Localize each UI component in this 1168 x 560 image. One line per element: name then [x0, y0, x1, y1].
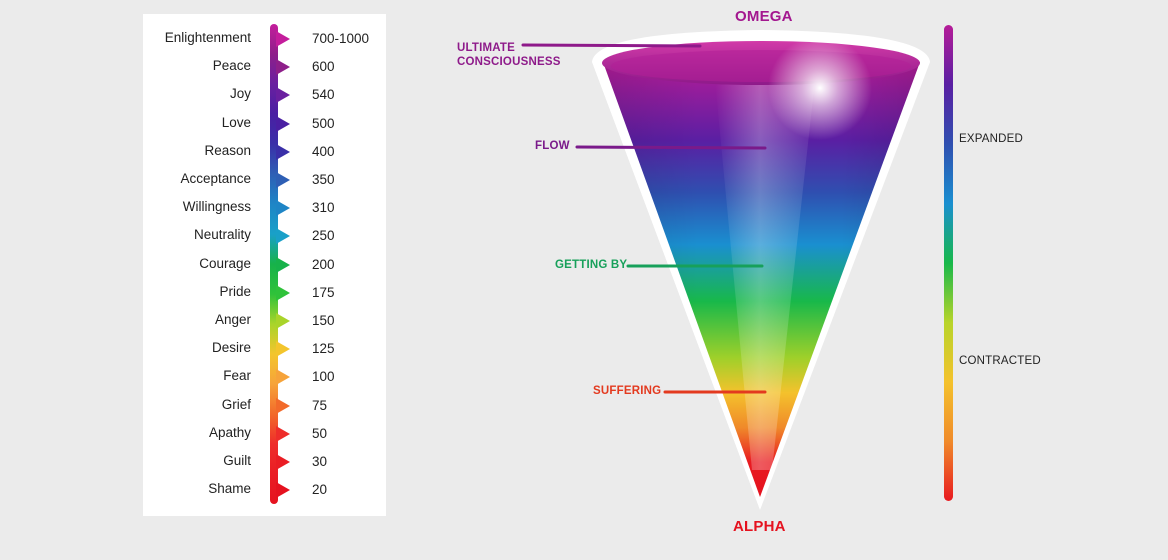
level-flag-marker	[276, 482, 290, 499]
level-value: 175	[312, 284, 335, 300]
expanded-label: EXPANDED	[959, 133, 1024, 145]
level-row: Apathy 50	[143, 423, 386, 445]
flow-label: FLOW	[535, 140, 570, 152]
level-value: 150	[312, 313, 335, 328]
level-flag-marker	[276, 313, 290, 329]
level-row: Enlightenment 700-1000	[143, 28, 386, 50]
level-flag-marker	[276, 172, 290, 188]
level-value: 125	[312, 341, 335, 357]
level-value: 30	[312, 454, 328, 469]
level-flag-marker	[276, 256, 290, 273]
level-name: Pride	[219, 283, 251, 299]
level-name: Willingness	[182, 199, 251, 215]
level-name: Enlightenment	[164, 30, 251, 45]
level-row: Joy 540	[143, 84, 386, 106]
level-name: Neutrality	[193, 227, 251, 243]
suffering-label: SUFFERING	[593, 385, 662, 397]
level-row: Shame 20	[143, 479, 386, 501]
level-flag-marker	[276, 228, 290, 245]
level-flag-marker	[276, 31, 290, 47]
level-value: 310	[312, 200, 335, 216]
level-flag-marker	[276, 115, 290, 132]
cone-shine	[715, 80, 815, 470]
level-value: 600	[312, 59, 335, 75]
level-name: Reason	[204, 142, 251, 158]
cone-glow	[768, 36, 872, 140]
level-name: Love	[221, 114, 251, 130]
level-name: Fear	[223, 368, 251, 384]
ultimate-line1: ULTIMATE	[457, 42, 516, 54]
level-row: Guilt 30	[143, 451, 386, 473]
level-value: 250	[312, 228, 335, 244]
scale-color-bar	[270, 24, 278, 504]
level-value: 20	[312, 482, 328, 498]
level-name: Guilt	[223, 453, 251, 468]
level-row: Grief 75	[143, 395, 386, 417]
level-flag-marker	[276, 454, 290, 470]
level-row: Acceptance 350	[143, 169, 386, 191]
level-value: 700-1000	[312, 31, 370, 46]
level-row: Pride 175	[143, 282, 386, 304]
level-value: 400	[312, 143, 335, 159]
ultimate-line2: CONSCIOUSNESS	[457, 56, 561, 68]
level-row: Peace 600	[143, 56, 386, 78]
level-value: 500	[312, 115, 335, 131]
level-flag-marker	[276, 87, 290, 104]
level-value: 200	[312, 256, 335, 272]
level-row: Desire 125	[143, 338, 386, 360]
level-name: Grief	[221, 396, 251, 412]
level-row: Reason 400	[143, 141, 386, 163]
level-value: 540	[312, 87, 335, 103]
level-name: Joy	[229, 86, 251, 102]
level-row: Neutrality 250	[143, 225, 386, 247]
ultimate-pointer	[521, 43, 702, 48]
level-row: Fear 100	[143, 366, 386, 388]
level-name: Apathy	[208, 424, 251, 440]
level-row: Courage 200	[143, 254, 386, 276]
alpha-label: ALPHA	[733, 518, 786, 535]
level-name: Shame	[208, 481, 251, 497]
level-value: 75	[312, 397, 328, 413]
level-value: 350	[312, 172, 335, 187]
level-flag-marker	[276, 200, 290, 217]
expansion-scale-bar	[944, 25, 953, 501]
level-flag-marker	[276, 59, 290, 76]
contracted-label: CONTRACTED	[959, 355, 1041, 367]
level-name: Courage	[199, 255, 251, 271]
level-row: Love 500	[143, 113, 386, 135]
level-flag-marker	[276, 143, 290, 160]
omega-label: OMEGA	[735, 8, 793, 25]
level-value: 100	[312, 369, 335, 385]
level-flag-marker	[276, 284, 290, 301]
getting-by-label: GETTING BY	[555, 259, 628, 271]
level-flag-marker	[276, 341, 290, 358]
level-name: Desire	[211, 340, 251, 356]
level-value: 50	[312, 425, 328, 441]
flow-pointer	[575, 145, 767, 150]
level-flag-marker	[276, 425, 290, 442]
level-name: Anger	[214, 312, 251, 327]
level-flag-marker	[276, 369, 290, 386]
level-name: Acceptance	[180, 171, 251, 186]
level-name: Peace	[212, 58, 251, 74]
level-row: Willingness 310	[143, 197, 386, 219]
ultimate-consciousness-label: ULTIMATE CONSCIOUSNESS	[457, 41, 561, 69]
scale-of-consciousness-panel: Enlightenment 700-1000 Peace 600 Joy 540 Love 5…	[143, 14, 386, 516]
level-flag-marker	[276, 397, 290, 414]
level-row: Anger 150	[143, 310, 386, 332]
